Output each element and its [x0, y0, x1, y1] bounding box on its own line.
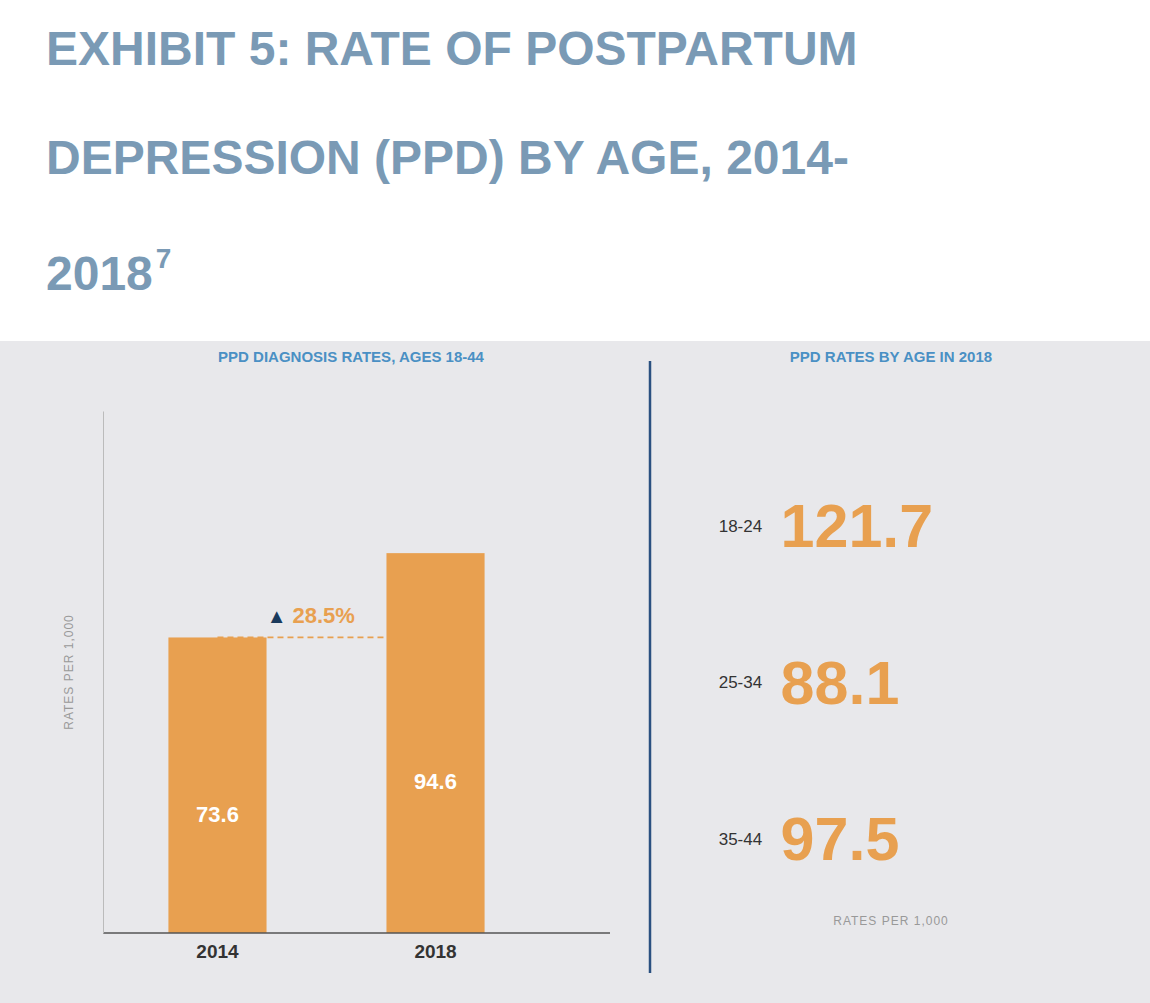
divider: [649, 361, 652, 973]
title: EXHIBIT 5: RATE OF POSTPARTUM: [46, 22, 858, 75]
x-tick-label: 2018: [414, 941, 456, 962]
bar: [386, 553, 484, 933]
x-tick-label: 2014: [196, 941, 239, 962]
age-rate: 88.1: [781, 649, 900, 717]
age-label: 35-44: [719, 830, 762, 849]
x-axis: 2014 2018: [103, 933, 610, 962]
title: DEPRESSION (PPD) BY AGE, 2014-: [46, 131, 849, 184]
rates-note: RATES PER 1,000: [833, 914, 949, 928]
plot-area: [168, 553, 484, 933]
data-label: 94.6: [414, 769, 457, 794]
x-tick: 2018: [414, 933, 456, 962]
age-rate: 97.5: [781, 805, 900, 873]
y-axis-label: RATES PER 1,000: [62, 614, 76, 730]
bar: [168, 637, 266, 933]
title-superscript: 7: [156, 243, 172, 274]
age-rate: 121.7: [781, 492, 934, 560]
subtitle: PPD DIAGNOSIS RATES, AGES 18-44: [218, 348, 485, 365]
x-tick: 2014: [196, 933, 239, 962]
data-label: 73.6: [196, 802, 239, 827]
increase-arrow: ▲: [267, 605, 287, 627]
title: 2018: [46, 247, 153, 300]
panel-background: [0, 341, 1150, 1003]
title-background: [0, 0, 1150, 341]
y-axis-line: [103, 412, 104, 934]
subtitle: PPD RATES BY AGE IN 2018: [790, 348, 992, 365]
increase-percent: 28.5%: [293, 603, 355, 628]
reference-line: [217, 637, 435, 639]
y-axis: [103, 412, 104, 934]
chart-root: EXHIBIT 5: RATE OF POSTPARTUM DEPRESSION …: [0, 0, 1150, 1003]
age-label: 25-34: [719, 673, 762, 692]
x-axis-line: [103, 932, 610, 934]
age-label: 18-24: [719, 517, 762, 536]
